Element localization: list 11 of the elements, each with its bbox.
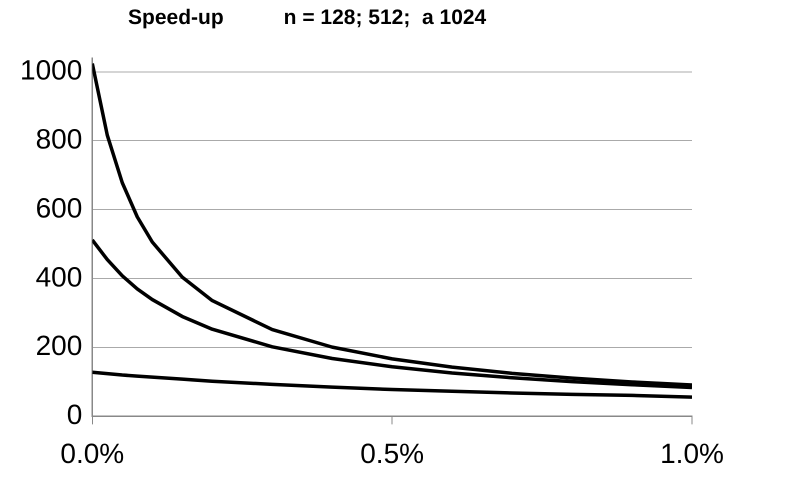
chart-title: Speed-up <box>128 6 224 29</box>
y-tick-label: 400 <box>36 261 82 292</box>
y-tick-label: 200 <box>36 330 82 362</box>
x-tick-label: 0.5% <box>360 438 424 469</box>
y-tick-label: 800 <box>36 123 82 154</box>
x-tick-label: 0.0% <box>60 438 124 469</box>
y-tick-label: 600 <box>36 192 82 224</box>
y-tick-label: 0 <box>66 399 82 430</box>
y-tick-label: 1000 <box>20 54 82 86</box>
chart-subtitle: n = 128; 512; a 1024 <box>284 6 486 29</box>
x-tick-label: 1.0% <box>660 438 724 469</box>
